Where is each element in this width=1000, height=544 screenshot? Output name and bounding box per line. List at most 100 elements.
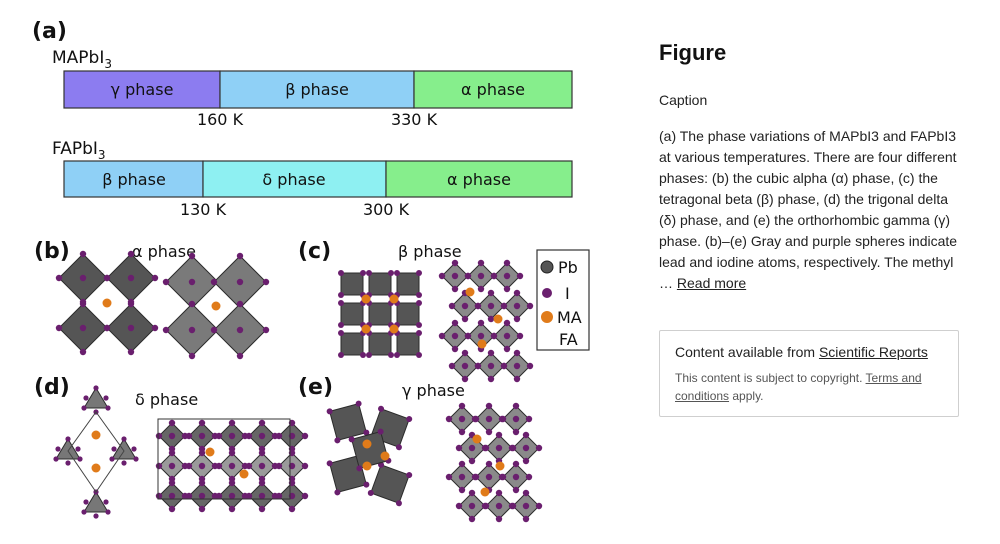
organic-cation [480, 487, 490, 497]
iodine-atom [155, 432, 163, 440]
octahedron [396, 272, 420, 296]
source-link[interactable]: Scientific Reports [818, 344, 928, 360]
iodine-atom [451, 332, 459, 340]
iodine-atom [522, 457, 530, 465]
iodine-atom [133, 456, 139, 462]
iodine-atom [495, 431, 503, 439]
beta-title: β phase [398, 242, 462, 261]
iodine-atom [168, 505, 176, 513]
iodine-atom [526, 362, 534, 370]
legend-pb-marker [540, 260, 554, 274]
iodine-atom [455, 502, 463, 510]
mapbi3-gamma-segment [63, 70, 221, 109]
iodine-atom [83, 499, 89, 505]
iodine-atom [477, 285, 485, 293]
iodine-atom [495, 502, 503, 510]
iodine-atom [155, 492, 163, 500]
iodine-atom [525, 473, 533, 481]
figure-sidebar: Figure Caption (a) The phase variations … [659, 40, 959, 417]
iodine-atom [458, 402, 466, 410]
iodine-atom [338, 352, 344, 358]
iodine-atom [360, 352, 366, 358]
iodine-atom [468, 515, 476, 523]
tilted-octahedron [348, 428, 392, 472]
iodine-atom [228, 419, 236, 427]
mapbi3-temp-1: 160 K [197, 110, 244, 129]
iodine-atom [535, 444, 543, 452]
terms-link[interactable]: Terms and conditions [675, 371, 922, 403]
delta-title: δ phase [135, 390, 198, 409]
iodine-atom [485, 460, 493, 468]
iodine-atom [155, 462, 163, 470]
octahedron [55, 438, 81, 460]
legend-pb: Pb [558, 258, 578, 277]
iodine-atom [103, 274, 111, 282]
organic-cation [477, 339, 487, 349]
read-more-link[interactable]: Read more [676, 275, 747, 291]
iodine-atom [338, 330, 344, 336]
iodine-atom [461, 362, 469, 370]
iodine-atom [65, 460, 71, 466]
iodine-atom [79, 274, 87, 282]
octahedron [396, 302, 420, 326]
iodine-atom [198, 432, 206, 440]
phase-figure: (a) MAPbI3 γ phase β phase α phase 160 K… [30, 14, 590, 524]
iodine-atom [198, 449, 206, 457]
iodine-atom [338, 292, 344, 298]
organic-cation [472, 434, 482, 444]
iodine-atom [228, 505, 236, 513]
iodine-atom [363, 429, 370, 436]
iodine-atom [388, 270, 394, 276]
panel-b-label: (b) [34, 239, 70, 264]
iodine-atom [262, 278, 270, 286]
iodine-atom [55, 324, 63, 332]
iodine-atom [215, 432, 223, 440]
iodine-atom [228, 449, 236, 457]
iodine-atom [513, 349, 521, 357]
iodine-atom [525, 415, 533, 423]
organic-cation [239, 469, 249, 479]
iodine-atom [512, 473, 520, 481]
iodine-atom [448, 302, 456, 310]
octahedron [368, 302, 392, 326]
legend-i-marker [542, 288, 552, 298]
iodine-atom [185, 432, 193, 440]
iodine-atom [535, 502, 543, 510]
iodine-atom [127, 324, 135, 332]
iodine-atom [500, 302, 508, 310]
iodine-atom [526, 302, 534, 310]
legend-fa: FA [559, 330, 578, 349]
iodine-atom [513, 362, 521, 370]
iodine-atom [366, 270, 372, 276]
mapbi3-gamma-label: γ phase [111, 80, 174, 99]
iodine-atom [258, 479, 266, 487]
organic-cation [380, 451, 390, 461]
iodine-atom [499, 473, 507, 481]
panel-a-label: (a) [32, 19, 67, 44]
iodine-atom [503, 319, 511, 327]
iodine-atom [394, 270, 400, 276]
organic-cation [361, 324, 371, 334]
mapbi3-label: MAPbI3 [52, 48, 112, 71]
organic-cation [102, 298, 112, 308]
iodine-atom [301, 462, 309, 470]
iodine-atom [93, 513, 99, 519]
iodine-atom [236, 326, 244, 334]
iodine-atom [198, 505, 206, 513]
legend-ma: MA [557, 308, 582, 327]
iodine-atom [461, 375, 469, 383]
iodine-atom [258, 419, 266, 427]
iodine-atom [210, 326, 218, 334]
delta-structure [53, 385, 309, 519]
iodine-atom [503, 285, 511, 293]
octahedron [368, 332, 392, 356]
iodine-atom [103, 395, 109, 401]
iodine-atom [55, 274, 63, 282]
iodine-atom [477, 319, 485, 327]
iodine-atom [458, 473, 466, 481]
iodine-atom [338, 270, 344, 276]
iodine-atom [438, 332, 446, 340]
iodine-atom [468, 489, 476, 497]
copyright-notice: This content is subject to copyright. Te… [675, 369, 943, 405]
source-line: Content available from Scientific Report… [675, 342, 943, 363]
